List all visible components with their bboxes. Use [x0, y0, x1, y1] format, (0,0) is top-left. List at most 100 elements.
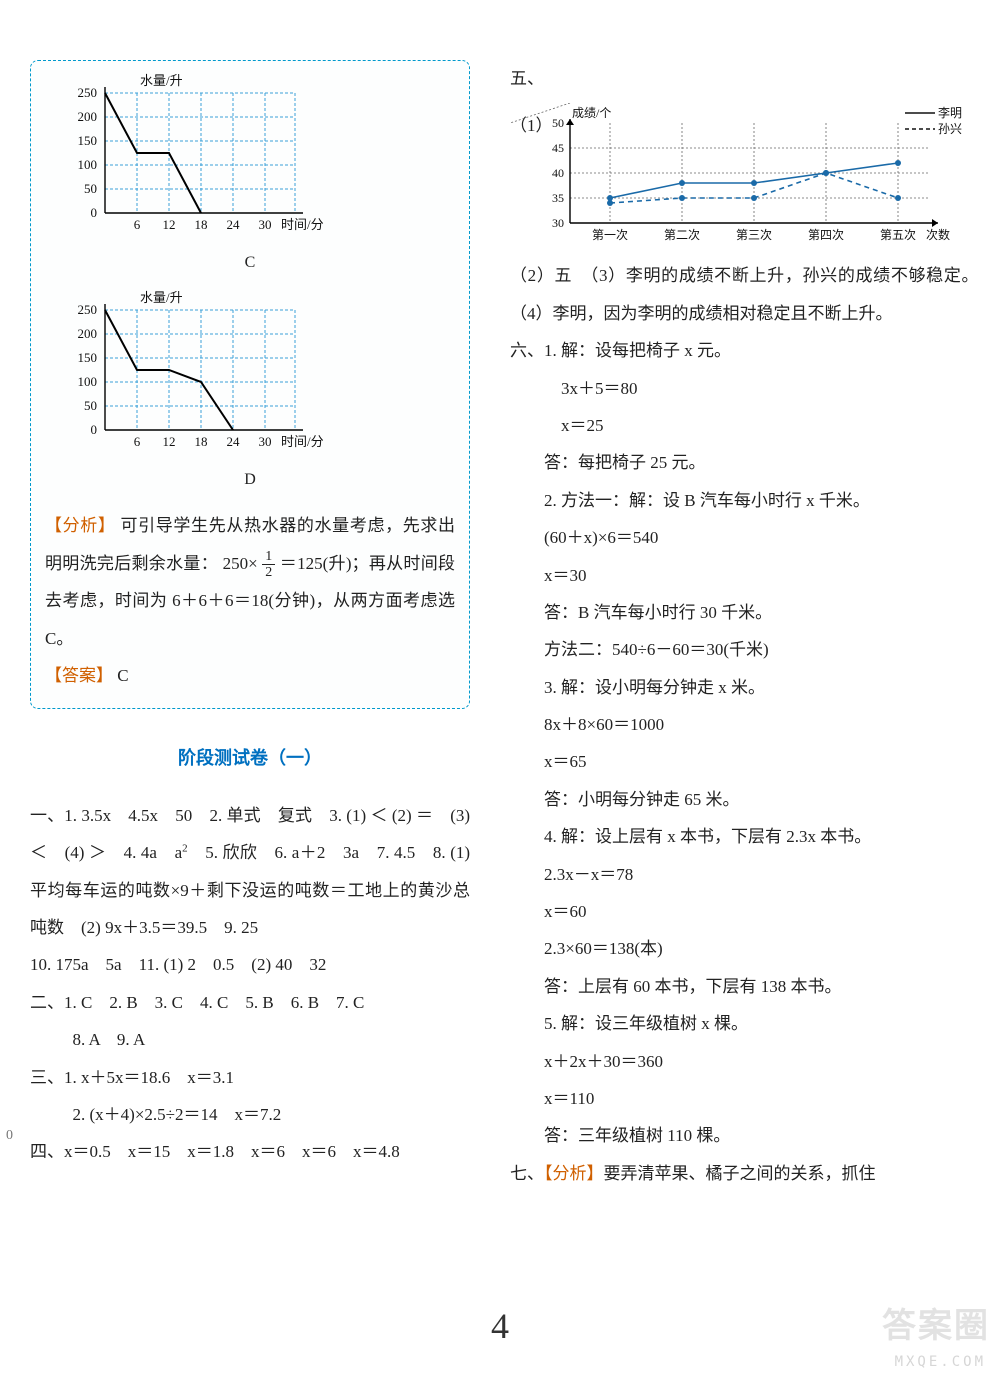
svg-text:第五次: 第五次	[880, 228, 916, 242]
section-vi: 六、1. 解：设每把椅子 x 元。	[510, 332, 970, 369]
ii-row: 1. C 2. B 3. C 4. C 5. B 6. B 7. C	[64, 993, 364, 1012]
vi-4c: x＝60	[510, 893, 970, 930]
vi-3a: 3. 解：设小明每分钟走 x 米。	[510, 669, 970, 706]
legend-solid: 李明	[938, 105, 962, 120]
vi-5c: x＝110	[510, 1080, 970, 1117]
watermark-sub: MXQE.COM	[895, 1347, 986, 1378]
legend-dash: 孙兴	[938, 122, 962, 136]
i2: 2. 单式 复式	[209, 806, 329, 825]
vi-3d: 答：小明每分钟走 65 米。	[510, 781, 970, 818]
side-page: 0	[6, 1121, 13, 1152]
iii-r1: 1. x＋5x＝18.6 x＝3.1	[64, 1068, 234, 1087]
chart-c: 水量/升	[45, 73, 455, 280]
svg-text:50: 50	[84, 398, 97, 413]
i7: 7. 4.5	[377, 843, 433, 862]
vi-2c: x＝30	[510, 557, 970, 594]
vi-2d: 答：B 汽车每小时行 30 千米。	[510, 594, 970, 631]
vi-1b: 3x＋5＝80	[510, 370, 970, 407]
section-iv: 四、x＝0.5 x＝15 x＝1.8 x＝6 x＝6 x＝4.8	[30, 1133, 470, 1170]
section-title: 阶段测试卷（一）	[30, 739, 470, 779]
right-column: 五、 （1） 成绩/个 李明 孙兴	[510, 60, 970, 1192]
chart-d-svg: 水量/升 0	[45, 290, 345, 460]
iv-row: x＝0.5 x＝15 x＝1.8 x＝6 x＝6 x＝4.8	[64, 1142, 400, 1161]
svg-text:35: 35	[552, 191, 564, 205]
chart-d-xtitle: 时间/分	[281, 434, 324, 449]
svg-text:40: 40	[552, 166, 564, 180]
i9: 9. 25	[224, 918, 258, 937]
i6: 6. a＋2 3a	[274, 843, 376, 862]
svg-text:第四次: 第四次	[808, 228, 844, 242]
vi-3b: 8x＋8×60＝1000	[510, 706, 970, 743]
analysis-text: 【分析】 可引导学生先从热水器的水量考虑，先求出明明洗完后剩余水量： 250× …	[45, 507, 455, 657]
svg-text:12: 12	[163, 217, 176, 232]
section-vii: 七、【分析】要弄清苹果、橘子之间的关系，抓住	[510, 1155, 970, 1192]
vi-lead: 六、	[510, 341, 544, 360]
section-i: 一、1. 3.5x 4.5x 50 2. 单式 复式 3. (1) ＜ (2) …	[30, 797, 470, 947]
section-v-chart-block: （1） 成绩/个 李明 孙兴	[510, 103, 970, 253]
analysis-fraction: 12	[262, 549, 275, 581]
svg-text:100: 100	[78, 157, 98, 172]
chart-d-letter: D	[45, 462, 455, 497]
svg-text:30: 30	[259, 434, 272, 449]
section-iii: 三、1. x＋5x＝18.6 x＝3.1	[30, 1059, 470, 1096]
svg-text:24: 24	[227, 434, 241, 449]
vi-4a: 4. 解：设上层有 x 本书，下层有 2.3x 本书。	[510, 818, 970, 855]
analysis-tag: 【分析】	[45, 516, 116, 535]
svg-text:150: 150	[78, 350, 98, 365]
vi-4d: 2.3×60＝138(本)	[510, 930, 970, 967]
chart-v: 成绩/个 李明 孙兴	[510, 103, 970, 253]
analysis-formula-prefix: 250×	[223, 554, 258, 573]
svg-text:200: 200	[78, 109, 98, 124]
vi-4e: 答：上层有 60 本书，下层有 138 本书。	[510, 968, 970, 1005]
svg-text:50: 50	[552, 116, 564, 130]
v-answers: （2）五 （3）李明的成绩不断上升，孙兴的成绩不够稳定。 （4）李明，因为李明的…	[510, 257, 970, 332]
svg-text:0: 0	[91, 205, 98, 220]
vi-5a: 5. 解：设三年级植树 x 棵。	[510, 1005, 970, 1042]
i1: 1. 3.5x 4.5x 50	[64, 806, 209, 825]
svg-text:200: 200	[78, 326, 98, 341]
svg-text:250: 250	[78, 85, 98, 100]
vi-2b: (60＋x)×6＝540	[510, 519, 970, 556]
i10-11: 10. 175a 5a 11. (1) 2 0.5 (2) 40 32	[30, 946, 470, 983]
svg-text:45: 45	[552, 141, 564, 155]
chart-c-ytitle: 水量/升	[140, 73, 183, 88]
chart-d: 水量/升 0	[45, 290, 455, 497]
vi-3c: x＝65	[510, 743, 970, 780]
vi-2e: 方法二：540÷6－60＝30(千米)	[510, 631, 970, 668]
svg-text:18: 18	[195, 434, 208, 449]
svg-text:次数: 次数	[926, 227, 950, 242]
chart-c-line	[105, 93, 201, 213]
svg-text:250: 250	[78, 302, 98, 317]
vi-4b: 2.3x－x＝78	[510, 856, 970, 893]
vi-1d: 答：每把椅子 25 元。	[510, 444, 970, 481]
chart-d-ytitle: 水量/升	[140, 290, 183, 305]
ii-lead: 二、	[30, 993, 64, 1012]
svg-text:50: 50	[84, 181, 97, 196]
svg-text:30: 30	[259, 217, 272, 232]
chart-c-letter: C	[45, 245, 455, 280]
iii-lead: 三、	[30, 1068, 64, 1087]
vii-text: 要弄清苹果、橘子之间的关系，抓住	[604, 1164, 876, 1183]
svg-text:12: 12	[163, 434, 176, 449]
vi-5d: 答：三年级植树 110 棵。	[510, 1117, 970, 1154]
i10: 10. 175a 5a	[30, 955, 139, 974]
vii-lead: 七、	[510, 1164, 544, 1183]
i3: 3. (1) ＜	[329, 806, 387, 825]
svg-text:第二次: 第二次	[664, 228, 700, 242]
answer-text: C	[117, 666, 128, 685]
vi-5b: x＋2x＋30＝360	[510, 1043, 970, 1080]
svg-text:150: 150	[78, 133, 98, 148]
svg-text:100: 100	[78, 374, 98, 389]
iv-lead: 四、	[30, 1142, 64, 1161]
svg-text:24: 24	[227, 217, 241, 232]
chart-c-xtitle: 时间/分	[281, 217, 324, 232]
section-ii: 二、1. C 2. B 3. C 4. C 5. B 6. B 7. C	[30, 984, 470, 1021]
v-ytitle: 成绩/个	[572, 106, 611, 120]
section-v-lead: 五、	[510, 60, 970, 97]
svg-text:第一次: 第一次	[592, 228, 628, 242]
page-number: 4	[491, 1287, 509, 1366]
svg-text:第三次: 第三次	[736, 228, 772, 242]
iii-r2: 2. (x＋4)×2.5÷2＝14 x＝7.2	[30, 1096, 470, 1133]
vi-2a: 2. 方法一：解：设 B 汽车每小时行 x 千米。	[510, 482, 970, 519]
answer-tag: 【答案】	[45, 666, 113, 685]
